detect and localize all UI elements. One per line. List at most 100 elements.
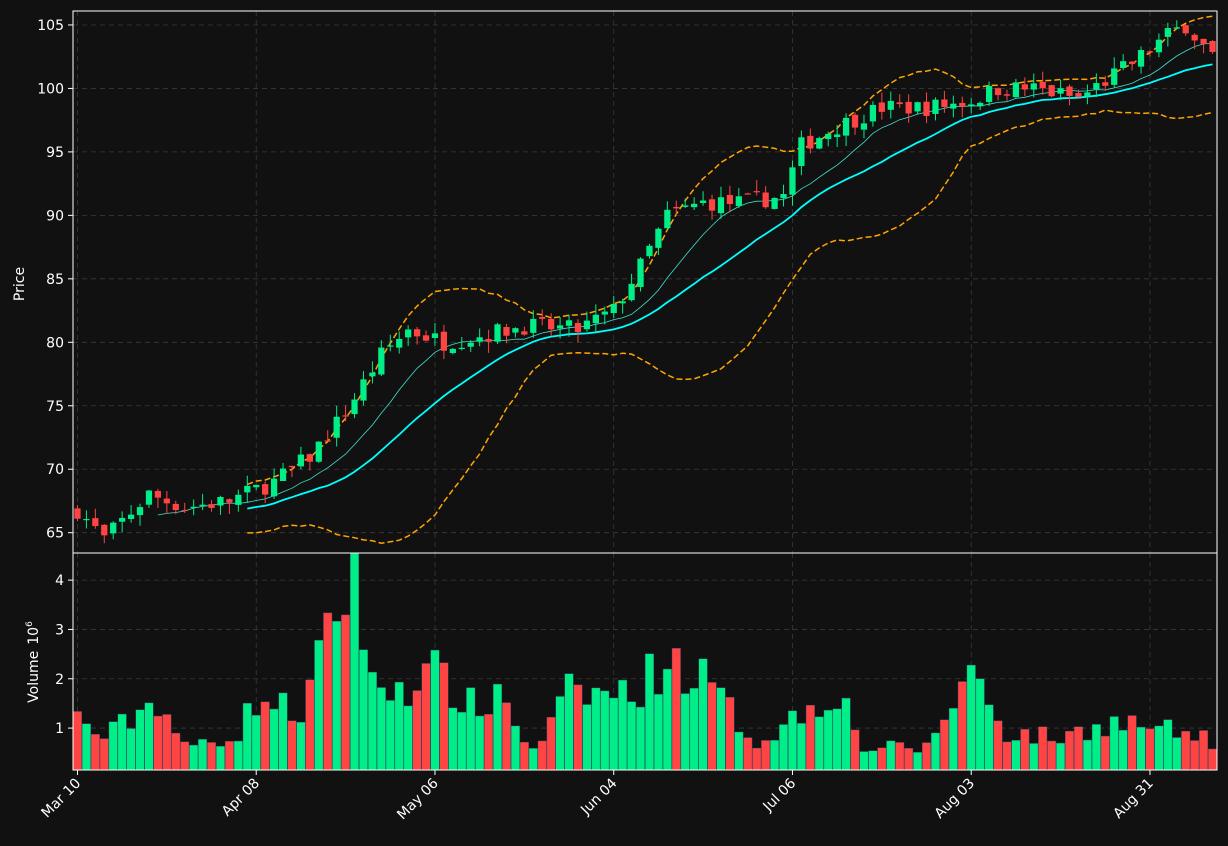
candle-body xyxy=(1173,27,1180,29)
volume-bar xyxy=(90,734,100,770)
volume-bar xyxy=(984,704,994,770)
volume-bar xyxy=(126,728,136,770)
candle-body xyxy=(1075,93,1082,98)
volume-bar xyxy=(1056,742,1066,770)
volume-bar xyxy=(198,739,208,770)
candle-body xyxy=(726,194,734,205)
volume-bar xyxy=(457,711,467,770)
volume-bar xyxy=(939,719,949,770)
volume-bar xyxy=(323,612,333,770)
candle-body xyxy=(1084,92,1091,97)
volume-bar xyxy=(251,715,261,770)
volume-bar xyxy=(725,697,735,770)
volume-bar xyxy=(367,671,377,770)
candle-body xyxy=(887,100,894,110)
price-tick-label: 90 xyxy=(46,208,64,224)
volume-bar xyxy=(144,702,154,770)
candle-body xyxy=(226,499,233,503)
volume-bar xyxy=(770,740,780,770)
candle-body xyxy=(1021,84,1028,90)
candle-body xyxy=(744,193,751,195)
volume-bar xyxy=(1065,730,1075,770)
volume-bar xyxy=(412,690,422,770)
candle-body xyxy=(985,86,993,102)
candle-body xyxy=(699,200,707,204)
candle-body xyxy=(1012,82,1020,98)
candle-body xyxy=(458,347,465,350)
candle-layer xyxy=(74,20,1216,544)
candle-body xyxy=(1057,88,1064,94)
candle-body xyxy=(74,508,81,519)
candle-body xyxy=(905,101,912,114)
candle-body xyxy=(136,507,144,516)
volume-bar xyxy=(403,705,413,770)
volume-tick-label: 4 xyxy=(55,573,64,589)
candle-body xyxy=(1093,83,1100,90)
volume-bar xyxy=(1109,716,1119,770)
candle-body xyxy=(1191,34,1198,41)
candle-body xyxy=(592,314,599,324)
candle-body xyxy=(476,337,483,342)
volume-bar xyxy=(510,725,520,770)
volume-bar xyxy=(1100,735,1110,770)
volume-bar xyxy=(1127,715,1137,770)
candle-body xyxy=(1164,28,1171,37)
volume-bar xyxy=(287,720,297,770)
candle-body xyxy=(351,399,358,415)
candle-body xyxy=(1030,83,1037,90)
candle-body xyxy=(816,138,823,149)
volume-bar xyxy=(832,708,842,770)
volume-bar xyxy=(430,649,440,770)
candle-body xyxy=(530,318,537,333)
candle-body xyxy=(422,335,430,341)
volume-bar xyxy=(930,732,940,770)
volume-bar xyxy=(537,740,547,770)
candle-body xyxy=(682,205,689,207)
candle-body xyxy=(154,491,162,498)
volume-bar xyxy=(886,740,896,770)
candle-body xyxy=(119,517,126,522)
volume-tick-label: 3 xyxy=(55,622,64,638)
volume-bar xyxy=(117,713,127,770)
candle-body xyxy=(297,454,305,467)
candle-body xyxy=(208,504,215,508)
candle-body xyxy=(172,503,179,511)
volume-tick-label: 1 xyxy=(55,721,64,737)
candle-body xyxy=(1182,25,1189,34)
volume-axis-label: Volume 106 xyxy=(25,621,42,703)
candle-body xyxy=(163,498,170,504)
volume-bar xyxy=(904,748,914,770)
volume-tick-label: 2 xyxy=(55,672,64,688)
candle-body xyxy=(977,102,984,107)
volume-bar xyxy=(1073,726,1083,770)
price-axis-label: Price xyxy=(12,267,28,301)
volume-bar xyxy=(171,732,181,770)
volume-bar xyxy=(600,690,610,770)
candle-body xyxy=(315,441,322,462)
candle-body xyxy=(449,348,456,354)
price-tick-label: 65 xyxy=(46,526,64,542)
candle-body xyxy=(923,101,930,116)
volume-bar xyxy=(1199,730,1209,770)
volume-bar xyxy=(913,752,923,770)
volume-bar xyxy=(787,710,797,770)
volume-bar xyxy=(153,715,163,770)
volume-plot-area xyxy=(73,553,1217,770)
volume-bar xyxy=(796,723,806,770)
candle-body xyxy=(556,325,564,329)
candle-body xyxy=(968,104,975,107)
price-tick-label: 80 xyxy=(46,335,64,351)
volume-axis-exponent-power: 6 xyxy=(25,621,35,627)
price-tick-label: 100 xyxy=(37,81,64,97)
volume-bar xyxy=(305,679,315,770)
volume-bar xyxy=(207,742,217,770)
volume-bar xyxy=(662,668,672,770)
volume-bar xyxy=(73,711,82,770)
volume-bar xyxy=(475,715,485,770)
candle-body xyxy=(914,102,921,112)
volume-bar xyxy=(1181,730,1191,770)
candle-body xyxy=(440,331,448,351)
price-tick-label: 70 xyxy=(46,462,64,478)
